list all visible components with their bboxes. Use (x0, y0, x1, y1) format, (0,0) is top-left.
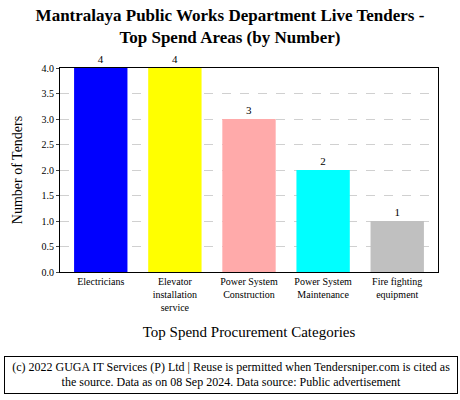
svg-text:Number of Tenders: Number of Tenders (10, 116, 25, 224)
svg-text:Fire fightingequipment: Fire fightingequipment (372, 276, 422, 300)
svg-text:4: 4 (172, 53, 178, 65)
svg-text:1.5: 1.5 (42, 190, 55, 201)
svg-text:2: 2 (320, 155, 326, 167)
svg-text:3.0: 3.0 (42, 114, 55, 125)
svg-text:2.5: 2.5 (42, 139, 55, 150)
svg-text:2.0: 2.0 (42, 165, 55, 176)
svg-text:0.5: 0.5 (42, 241, 55, 252)
svg-text:Power SystemMaintenance: Power SystemMaintenance (294, 276, 352, 300)
svg-text:4: 4 (98, 53, 104, 65)
svg-text:1.0: 1.0 (42, 216, 55, 227)
html-text:(c) 2022 GUGA IT Services (P): (c) 2022 GUGA IT Services (P) Ltd | Reus… (12, 360, 450, 389)
svg-text:Top Spend Procurement Categori: Top Spend Procurement Categories (143, 324, 356, 340)
svg-text:3: 3 (246, 104, 252, 116)
svg-text:4.0: 4.0 (42, 63, 55, 74)
svg-text:1: 1 (394, 206, 400, 218)
svg-text:Power SystemConstruction: Power SystemConstruction (220, 276, 278, 300)
svg-text:3.5: 3.5 (42, 88, 55, 99)
svg-text:Electricians: Electricians (77, 276, 124, 287)
svg-text:0.0: 0.0 (42, 267, 55, 278)
svg-text:Elevatorinstallationservice: Elevatorinstallationservice (153, 276, 197, 313)
svg-text:Mantralaya Public Works Depart: Mantralaya Public Works Department Live … (36, 6, 425, 47)
